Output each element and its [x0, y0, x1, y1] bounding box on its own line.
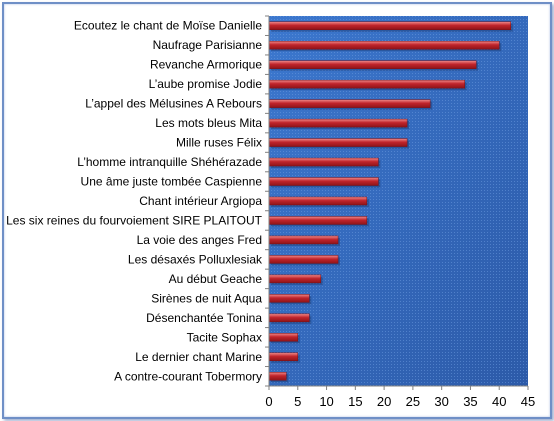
category-label: Les six reines du fourvoiement SIRE PLAI…	[6, 213, 263, 227]
bar-chart: Ecoutez le chant de Moïse Danielle Naufra…	[6, 15, 535, 409]
bar	[268, 21, 511, 30]
category-label: Ecoutez le chant de Moïse Danielle	[74, 19, 262, 33]
bar	[268, 216, 368, 225]
category-label: Le dernier chant Marine	[135, 350, 262, 364]
category-label: Les mots bleus Mita	[155, 116, 262, 130]
category-label: Revanche Armorique	[150, 58, 262, 72]
bar	[268, 196, 368, 206]
axes-group	[265, 15, 529, 390]
category-label: Au début Geache	[169, 272, 263, 286]
bar	[268, 99, 431, 108]
bar	[268, 235, 339, 245]
bar	[268, 157, 379, 167]
bar	[268, 294, 310, 303]
bar	[268, 40, 500, 50]
x-tick-label: 5	[294, 394, 301, 409]
x-tick-label: 30	[434, 394, 448, 409]
bar	[268, 274, 322, 284]
category-labels: Ecoutez le chant de Moïse Danielle Naufra…	[6, 19, 263, 384]
bar	[268, 255, 339, 264]
bar	[268, 313, 310, 323]
category-label: Désenchantée Tonina	[146, 311, 262, 325]
category-label: A contre-courant Tobermory	[114, 369, 262, 383]
category-label: La voie des anges Fred	[137, 233, 262, 247]
category-label: Chant intérieur Argiopa	[139, 194, 262, 208]
bar	[268, 372, 287, 381]
bar	[268, 177, 379, 186]
x-tick-labels: 0 5 10 15 20 25 30 35 40 45	[265, 394, 535, 409]
bar	[268, 138, 408, 147]
category-label: Une âme juste tombée Caspienne	[81, 175, 263, 189]
category-label: Tacite Sophax	[187, 330, 262, 344]
x-tick-label: 20	[377, 394, 391, 409]
x-tick-label: 0	[265, 394, 272, 409]
category-label: L’homme intranquille Shéhérazade	[77, 155, 262, 169]
x-tick-label: 25	[406, 394, 420, 409]
x-tick-label: 45	[521, 394, 535, 409]
category-label: L’appel des Mélusines A Rebours	[85, 97, 262, 111]
x-tick-label: 15	[348, 394, 362, 409]
category-label: Naufrage Parisianne	[153, 38, 263, 52]
category-label: Les désaxés Polluxlesiak	[128, 252, 263, 266]
bar	[268, 333, 299, 342]
bar	[268, 352, 299, 362]
category-label: L’aube promise Jodie	[149, 77, 263, 91]
x-tick-label: 40	[492, 394, 506, 409]
bar	[268, 79, 465, 89]
category-label: Sirènes de nuit Aqua	[151, 291, 262, 305]
category-label: Mille ruses Félix	[176, 136, 262, 150]
bar	[268, 60, 477, 69]
bar	[268, 118, 408, 128]
plot-area	[269, 16, 528, 386]
x-tick-label: 35	[463, 394, 477, 409]
x-tick-label: 10	[319, 394, 333, 409]
